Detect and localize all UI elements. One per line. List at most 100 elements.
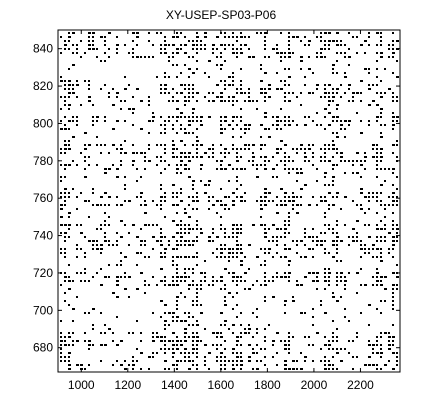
data-point xyxy=(196,288,198,290)
data-point xyxy=(224,116,227,118)
data-point xyxy=(92,44,94,46)
data-point xyxy=(232,232,234,234)
data-point xyxy=(284,164,286,166)
data-point xyxy=(224,244,226,246)
data-point xyxy=(220,352,223,354)
data-point xyxy=(160,32,162,34)
data-point xyxy=(180,160,183,162)
data-point xyxy=(136,88,139,90)
data-point xyxy=(332,96,335,98)
data-point xyxy=(256,176,259,178)
data-point xyxy=(348,352,350,354)
data-point xyxy=(128,332,130,334)
data-point xyxy=(376,152,378,154)
data-point xyxy=(276,48,278,50)
data-point xyxy=(224,304,227,306)
data-point xyxy=(196,120,198,122)
data-point xyxy=(336,240,338,242)
data-point xyxy=(276,364,278,366)
data-point xyxy=(172,156,175,158)
data-point xyxy=(100,268,102,270)
data-point xyxy=(192,316,194,318)
data-point xyxy=(168,56,170,58)
data-point xyxy=(332,292,334,294)
data-point xyxy=(324,288,326,290)
data-point xyxy=(336,152,338,154)
data-point xyxy=(352,200,354,202)
data-point xyxy=(228,248,231,250)
data-point xyxy=(212,332,215,334)
data-point xyxy=(276,124,279,126)
data-point xyxy=(72,52,74,54)
data-point xyxy=(60,356,62,358)
data-point xyxy=(276,252,278,254)
data-point xyxy=(232,348,235,350)
data-point xyxy=(220,252,223,254)
data-point xyxy=(268,200,270,202)
data-point xyxy=(200,44,202,46)
data-point xyxy=(212,240,214,242)
data-point xyxy=(380,276,383,278)
data-point xyxy=(256,344,258,346)
data-point xyxy=(144,152,146,154)
data-point xyxy=(148,356,151,358)
data-point xyxy=(168,244,170,246)
data-point xyxy=(288,76,291,78)
data-point xyxy=(328,112,331,114)
data-point xyxy=(168,164,170,166)
data-point xyxy=(288,232,290,234)
data-point xyxy=(280,52,283,54)
data-point xyxy=(328,48,330,50)
data-point xyxy=(136,252,139,254)
data-point xyxy=(92,116,94,118)
data-point xyxy=(388,248,390,250)
data-point xyxy=(284,220,286,222)
data-point xyxy=(272,256,274,258)
data-point xyxy=(196,152,198,154)
data-point xyxy=(220,124,222,126)
data-point xyxy=(392,248,394,250)
data-point xyxy=(392,184,394,186)
data-point xyxy=(176,120,178,122)
data-point xyxy=(284,160,286,162)
data-point xyxy=(172,144,175,146)
data-point xyxy=(128,232,130,234)
data-point xyxy=(124,368,127,370)
data-point xyxy=(348,32,350,34)
y-tick-label: 800 xyxy=(33,116,53,130)
data-point xyxy=(168,92,170,94)
data-point xyxy=(64,44,67,46)
data-point xyxy=(372,148,374,150)
data-point xyxy=(252,156,255,158)
data-point xyxy=(176,196,178,198)
data-point xyxy=(332,364,334,366)
data-point xyxy=(164,348,166,350)
data-point xyxy=(236,244,239,246)
data-point xyxy=(208,156,210,158)
data-point xyxy=(64,84,66,86)
data-point xyxy=(348,340,350,342)
data-point xyxy=(336,164,338,166)
data-point xyxy=(288,56,291,58)
data-point xyxy=(172,264,174,266)
data-point xyxy=(236,336,239,338)
data-point xyxy=(240,36,243,38)
data-point xyxy=(124,200,126,202)
data-point xyxy=(396,140,398,142)
data-point xyxy=(276,228,279,230)
data-point xyxy=(184,272,186,274)
data-point xyxy=(68,108,70,110)
data-point xyxy=(312,248,314,250)
data-point xyxy=(152,44,154,46)
data-point xyxy=(172,88,174,90)
data-point xyxy=(380,260,383,262)
data-point xyxy=(392,196,394,198)
data-point xyxy=(380,356,382,358)
data-point xyxy=(208,284,210,286)
data-point xyxy=(360,164,363,166)
data-point xyxy=(388,344,391,346)
data-point xyxy=(376,228,379,230)
data-point xyxy=(80,232,83,234)
data-point xyxy=(372,196,374,198)
data-point xyxy=(392,324,394,326)
